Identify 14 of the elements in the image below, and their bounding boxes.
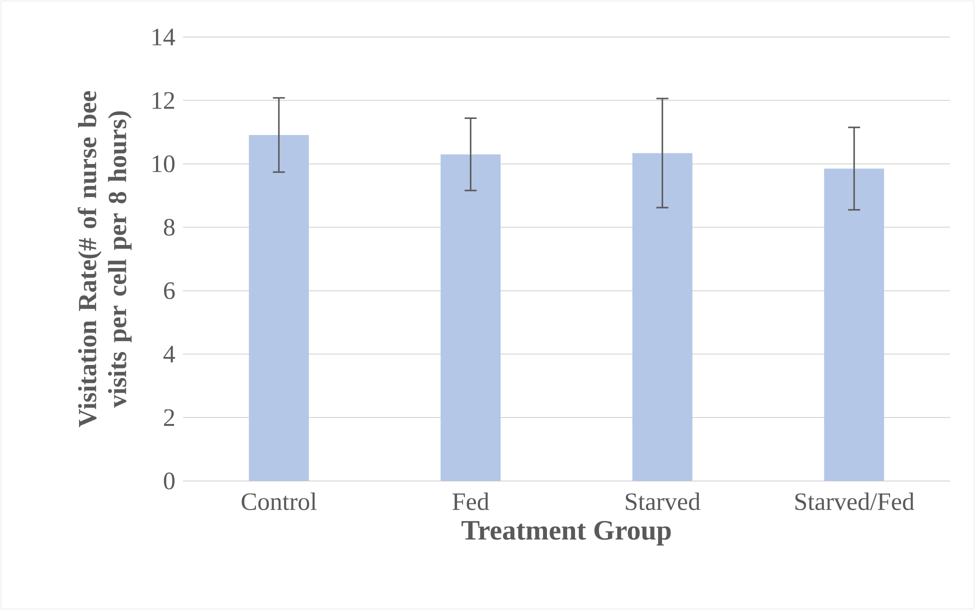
x-axis-title: Treatment Group [462,520,671,546]
y-tick-label: 10 [152,155,175,172]
y-tick-label: 6 [164,282,175,300]
x-tick-label: Starved/Fed [795,492,914,510]
y-tick-label: 0 [164,472,175,490]
x-tick-label: Control [242,492,317,510]
y-tick-label: 2 [164,409,174,426]
y-tick-label: 14 [152,28,176,46]
y-tick-label: 8 [164,218,175,236]
y-tick-label: 4 [163,346,176,362]
y-axis-title: Visitation Rate(# of nurse bee visits per cell per 8 hours) [78,91,132,428]
y-tick-label: 12 [152,92,174,109]
x-tick-label: Starved [626,492,700,510]
x-tick-label: Fed [452,492,490,510]
